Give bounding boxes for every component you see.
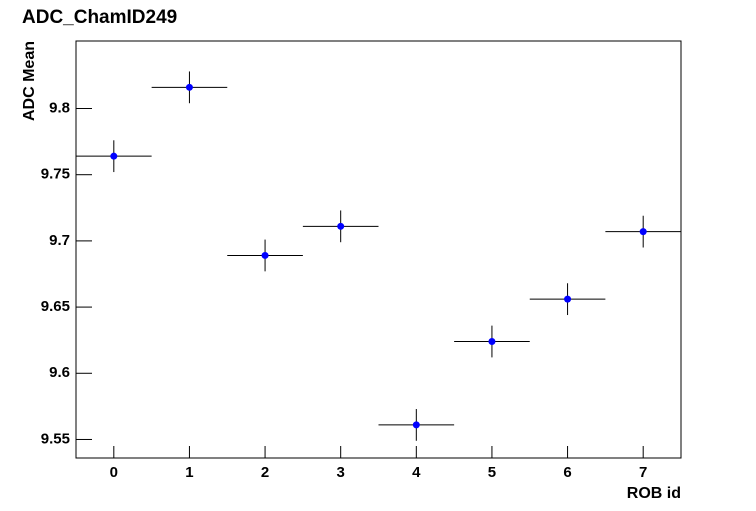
y-tick-label: 9.8 (49, 99, 70, 116)
y-tick-label: 9.7 (49, 232, 70, 249)
data-point (261, 251, 269, 259)
x-tick-label: 5 (488, 464, 496, 481)
y-tick-label: 9.75 (41, 166, 70, 183)
y-tick-label: 9.65 (41, 298, 70, 315)
data-point (185, 83, 193, 91)
x-tick-label: 7 (639, 464, 647, 481)
y-tick-label: 9.55 (41, 430, 70, 447)
x-tick-label: 6 (563, 464, 571, 481)
plot-frame (75, 40, 682, 459)
x-tick-label: 2 (261, 464, 269, 481)
y-axis-label: ADC Mean (21, 41, 38, 121)
x-tick-label: 4 (412, 464, 421, 481)
x-tick-label: 1 (185, 464, 193, 481)
chart-title: ADC_ChamID249 (22, 7, 177, 28)
data-point (564, 295, 572, 303)
x-axis-label: ROB id (627, 485, 681, 502)
data-point (412, 421, 420, 429)
data-point (110, 152, 118, 160)
data-point (639, 228, 647, 236)
data-point (337, 222, 345, 230)
data-point (488, 338, 496, 346)
y-tick-label: 9.6 (49, 364, 70, 381)
x-tick-label: 3 (337, 464, 345, 481)
x-tick-label: 0 (110, 464, 118, 481)
